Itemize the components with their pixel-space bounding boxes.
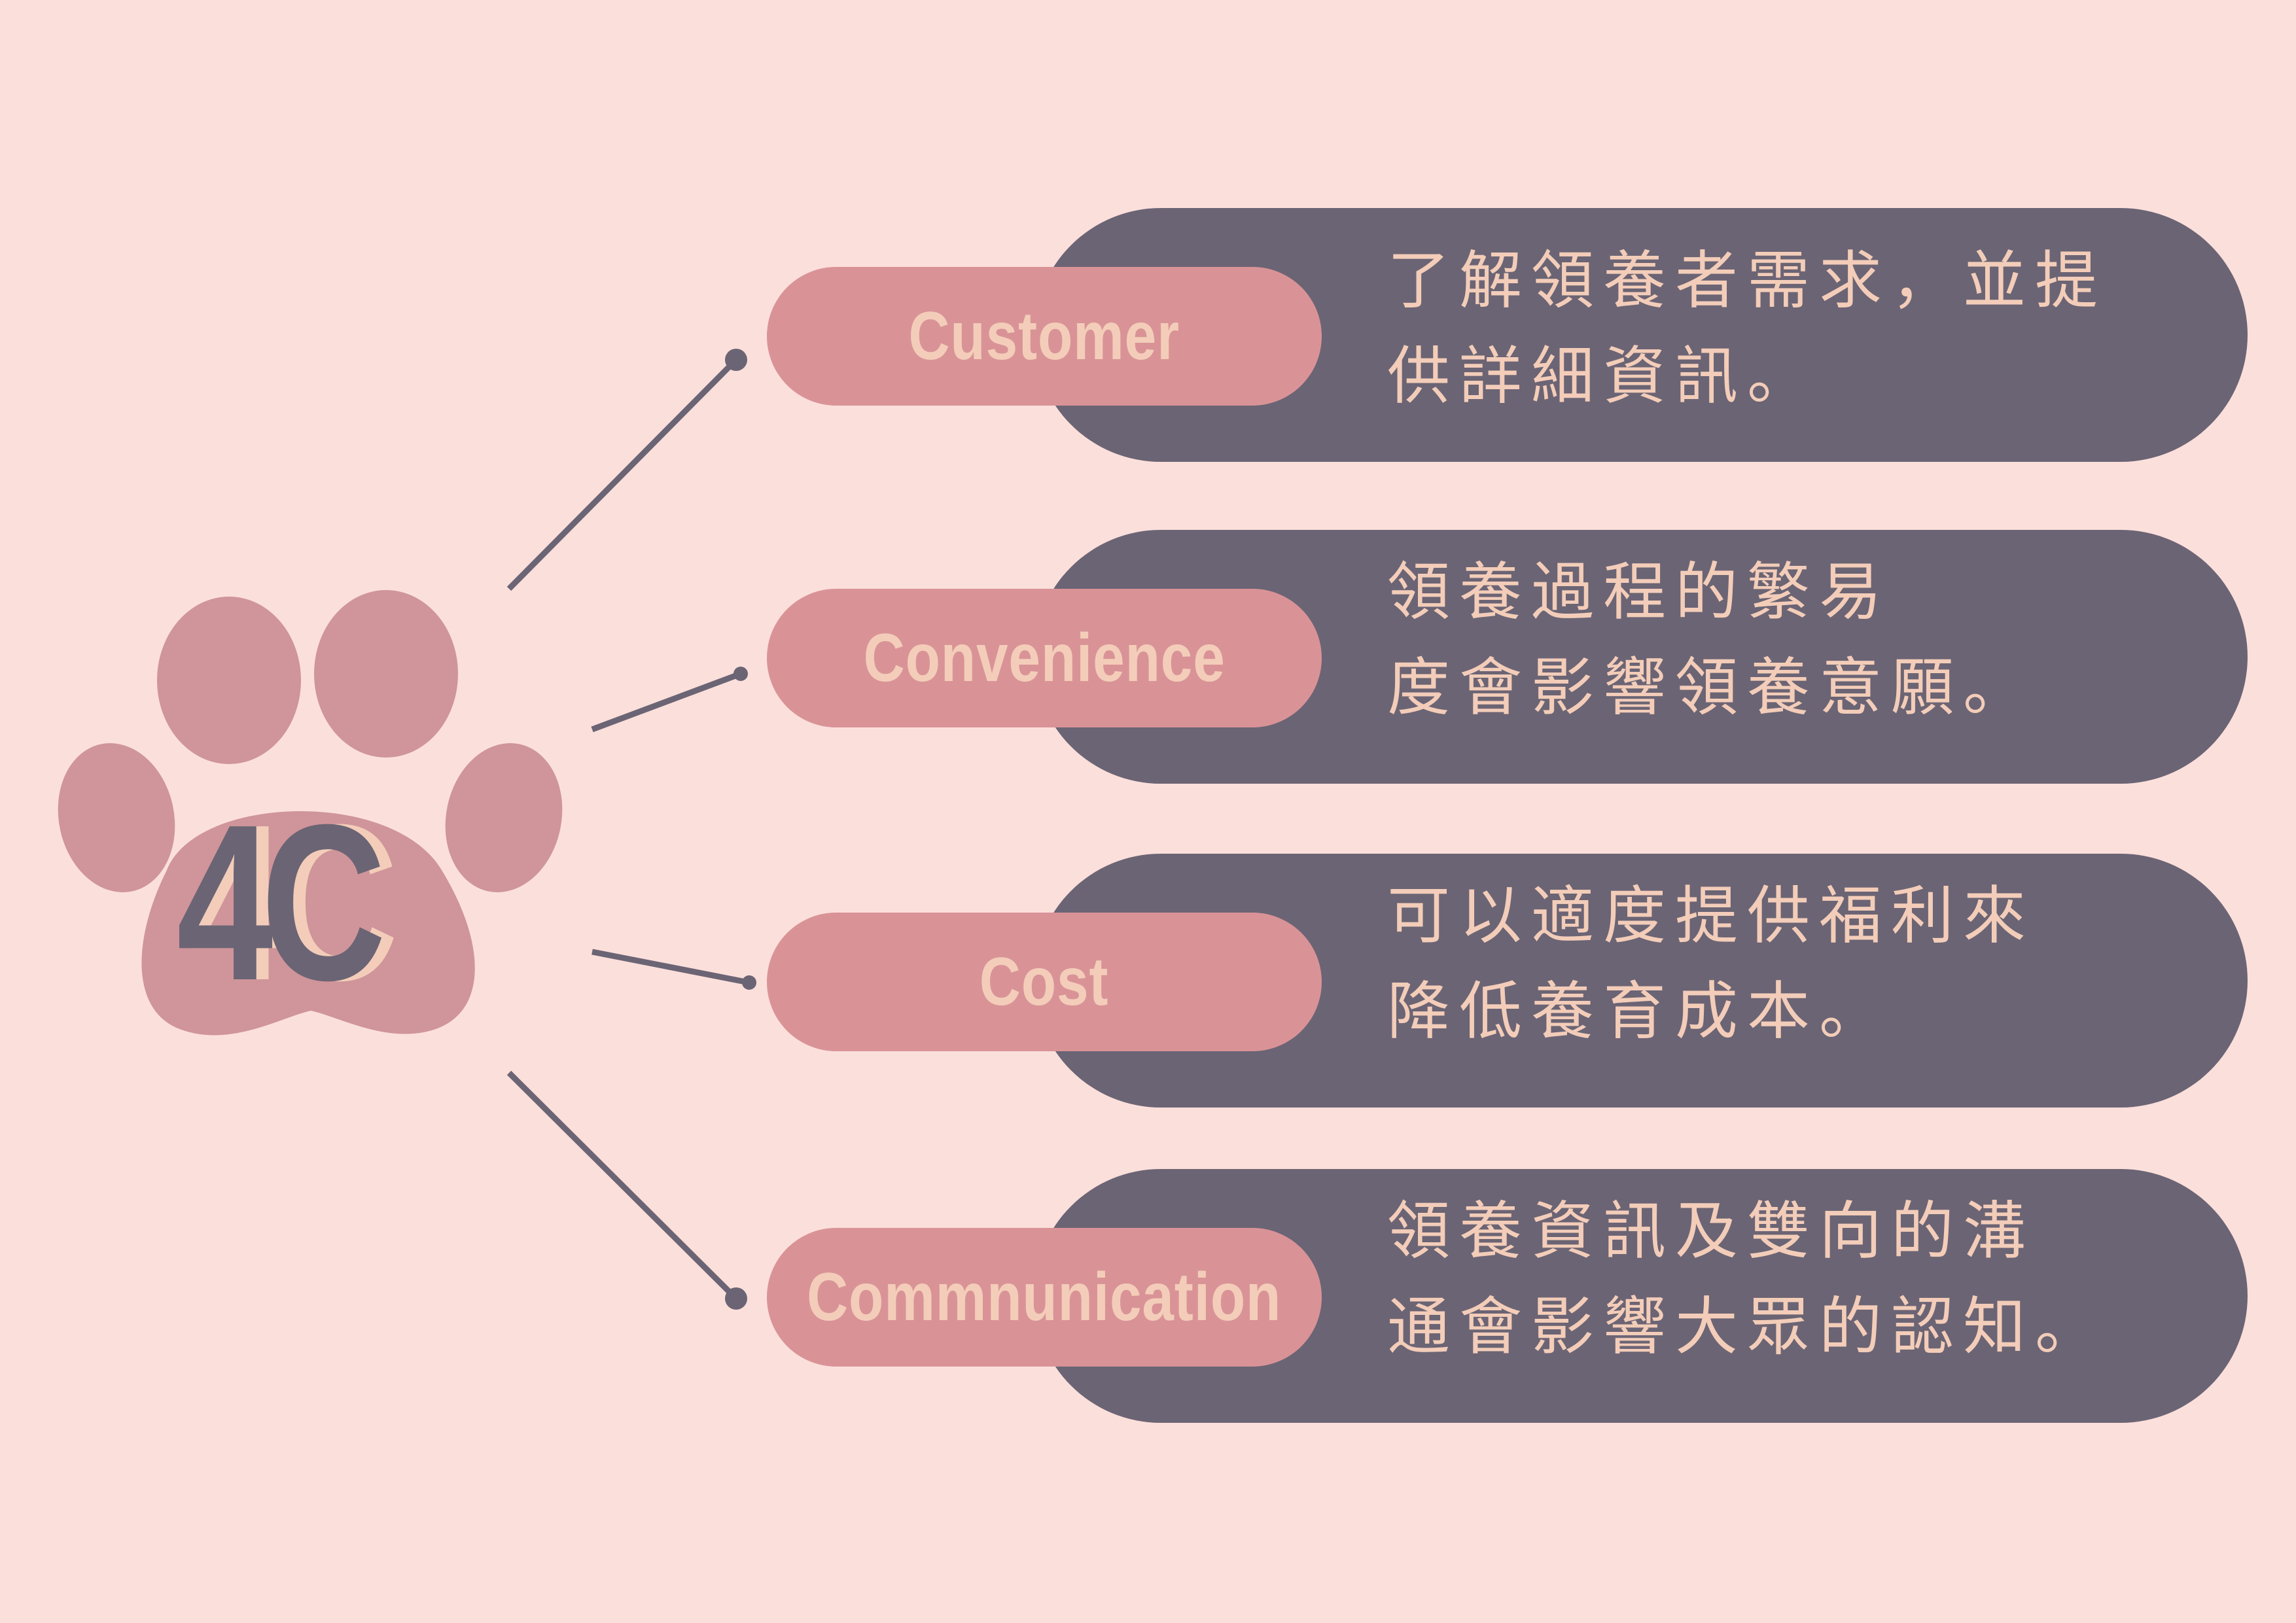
paw-toe-2 <box>314 590 458 758</box>
paw-toe-3 <box>58 743 175 892</box>
paw-toe-1 <box>157 597 301 764</box>
description-text: 領養過程的繁易 度會影響領養意願。 <box>1387 544 2199 735</box>
paw-toe-4 <box>445 743 563 892</box>
item-row-convenience: 領養過程的繁易 度會影響領養意願。 Convenience <box>0 530 2296 792</box>
description-line: 了解領養者需求，並提 <box>1387 244 2107 317</box>
connector-line-1 <box>506 357 739 591</box>
description-card: 可以適度提供福利來 降低養育成本。 <box>1034 854 2248 1108</box>
connector-dot-3 <box>742 975 756 990</box>
label-pill: Convenience <box>767 589 1322 727</box>
connector-dot-2 <box>733 667 748 681</box>
connector-line-2 <box>591 671 742 733</box>
label-pill: Customer <box>767 267 1322 406</box>
label-cost: Cost <box>980 943 1109 1020</box>
description-text: 可以適度提供福利來 降低養育成本。 <box>1387 868 2199 1059</box>
description-line: 度會影響領養意願。 <box>1387 651 2035 724</box>
description-line: 可以適度提供福利來 <box>1387 879 2035 952</box>
connector-line-3 <box>592 949 750 986</box>
connector-dot-4 <box>725 1287 747 1310</box>
connector-line-4 <box>506 1070 739 1301</box>
description-card: 了解領養者需求，並提 供詳細資訊。 <box>1034 208 2248 462</box>
item-row-customer: 了解領養者需求，並提 供詳細資訊。 Customer <box>0 208 2296 470</box>
description-text: 了解領養者需求，並提 供詳細資訊。 <box>1387 233 2199 424</box>
label-pill: Cost <box>767 913 1322 1051</box>
description-text: 領養資訊及雙向的溝 通會影響大眾的認知。 <box>1387 1183 2199 1374</box>
label-communication: Commnunication <box>807 1259 1282 1335</box>
item-row-cost: 可以適度提供福利來 降低養育成本。 Cost <box>0 854 2296 1115</box>
description-line: 領養過程的繁易 <box>1387 555 1891 629</box>
label-customer: Customer <box>908 298 1180 374</box>
center-title: 4C <box>177 778 386 1027</box>
description-line: 供詳細資訊。 <box>1387 340 1819 413</box>
item-row-communication: 領養資訊及雙向的溝 通會影響大眾的認知。 Commnunication <box>0 1169 2296 1431</box>
connectors <box>506 349 756 1310</box>
connector-dot-1 <box>725 349 747 371</box>
label-convenience: Convenience <box>863 620 1226 696</box>
description-line: 降低養育成本。 <box>1387 975 1891 1048</box>
description-line: 通會影響大眾的認知。 <box>1387 1290 2107 1363</box>
paw-pad <box>141 811 475 1036</box>
paw-print-icon <box>58 590 563 1036</box>
label-pill: Commnunication <box>767 1228 1322 1367</box>
description-line: 領養資訊及雙向的溝 <box>1387 1195 2035 1268</box>
